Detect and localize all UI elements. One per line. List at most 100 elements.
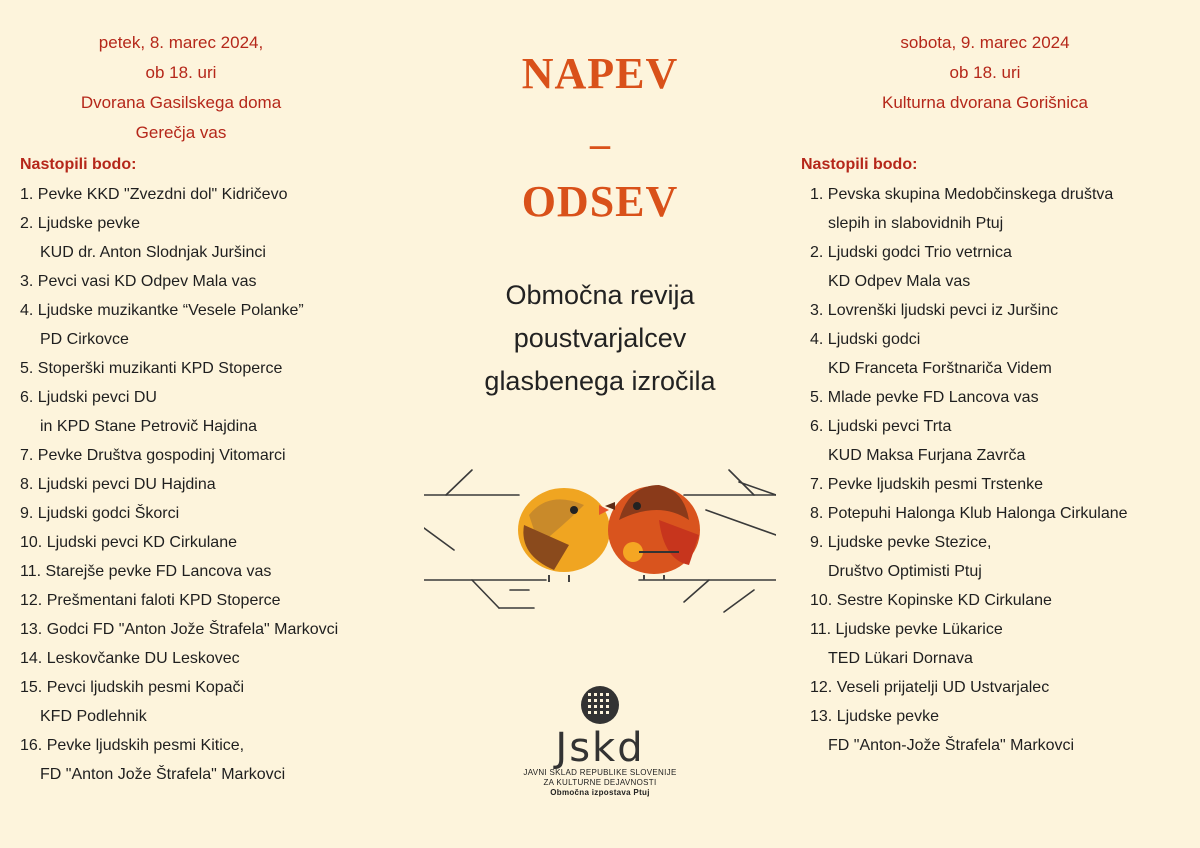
list-item-line: 14. Leskovčanke DU Leskovec <box>20 650 240 667</box>
list-item-line: 6. Ljudski pevci Trta <box>810 418 952 435</box>
logo-word: Jskd <box>555 725 645 771</box>
logo-line: Območna izpostava Ptuj <box>550 788 650 797</box>
right-time: ob 18. uri <box>949 63 1021 82</box>
list-item: 5. Mlade pevke FD Lancova vas <box>790 383 1200 412</box>
list-item-line: TED Lükari Dornava <box>828 650 973 667</box>
right-column: sobota, 9. marec 2024 ob 18. uri Kulturn… <box>790 0 1200 760</box>
right-lead: Nastopili bodo: <box>801 156 918 173</box>
left-venue-place: Gerečja vas <box>135 123 227 142</box>
list-item-line: 9. Ljudske pevke Stezice, <box>810 534 992 551</box>
list-item-line: 1. Pevska skupina Medobčinskega društva <box>810 186 1114 203</box>
list-item: 13. Ljudske pevke FD "Anton-Jože Štrafel… <box>790 702 1200 760</box>
list-item-line: 12. Veseli prijatelji UD Ustvarjalec <box>810 679 1050 696</box>
right-venue: Kulturna dvorana Gorišnica <box>881 93 1088 112</box>
jskd-logo: Jskd JAVNI SKLAD REPUBLIKE SLOVENIJE ZA … <box>500 684 700 798</box>
list-item-line: 4. Ljudske muzikantke “Vesele Polanke” <box>20 302 304 319</box>
list-item: 3. Lovrenški ljudski pevci iz Juršinc <box>790 296 1200 325</box>
list-item-line: PD Cirkovce <box>40 331 129 348</box>
list-item: 7. Pevke ljudskih pesmi Trstenke <box>790 470 1200 499</box>
title-napev: NAPEV <box>521 49 679 98</box>
list-item: 15. Pevci ljudskih pesmi Kopači KFD Podle… <box>0 673 400 731</box>
subtitle-line: Območna revija <box>505 280 695 310</box>
list-item-line: Društvo Optimisti Ptuj <box>828 563 982 580</box>
list-item-line: 4. Ljudski godci <box>810 331 921 348</box>
list-item-line: KUD dr. Anton Slodnjak Juršinci <box>40 244 266 261</box>
list-item-line: 8. Potepuhi Halonga Klub Halonga Cirkula… <box>810 505 1128 522</box>
list-item: 16. Pevke ljudskih pesmi Kitice, FD "Anto… <box>0 731 400 789</box>
list-item-line: KFD Podlehnik <box>40 708 147 725</box>
list-item-line: in KPD Stane Petrovič Hajdina <box>40 418 257 435</box>
list-item: 13. Godci FD "Anton Jože Štrafela" Marko… <box>0 615 400 644</box>
left-column: petek, 8. marec 2024, ob 18. uri Dvorana… <box>0 0 400 789</box>
list-item: 2. Ljudske pevke KUD dr. Anton Slodnjak J… <box>0 209 400 267</box>
jskd-dot-icon <box>581 686 619 724</box>
list-item-line: 11. Ljudske pevke Lükarice <box>810 621 1003 638</box>
list-item-line: 15. Pevci ljudskih pesmi Kopači <box>20 679 245 696</box>
left-date: petek, 8. marec 2024, <box>98 33 264 52</box>
list-item: 12. Prešmentani faloti KPD Stoperce <box>0 586 400 615</box>
list-item-line: 3. Lovrenški ljudski pevci iz Juršinc <box>810 302 1059 319</box>
list-item-line: 10. Sestre Kopinske KD Cirkulane <box>810 592 1052 609</box>
list-item-line: 1. Pevke KKD "Zvezdni dol" Kidričevo <box>20 186 288 203</box>
list-item: 11. Ljudske pevke Lükarice TED Lükari Do… <box>790 615 1200 673</box>
list-item-line: KD Odpev Mala vas <box>828 273 971 290</box>
list-item-line: 7. Pevke Društva gospodinj Vitomarci <box>20 447 286 464</box>
list-item-line: 5. Stoperški muzikanti KPD Stoperce <box>20 360 283 377</box>
list-item-line: 7. Pevke ljudskih pesmi Trstenke <box>810 476 1043 493</box>
list-item-line: 5. Mlade pevke FD Lancova vas <box>810 389 1039 406</box>
list-item-line: slepih in slabovidnih Ptuj <box>828 215 1004 232</box>
list-item-line: 8. Ljudski pevci DU Hajdina <box>20 476 216 493</box>
logo-line: ZA KULTURNE DEJAVNOSTI <box>543 778 657 787</box>
list-item: 8. Potepuhi Halonga Klub Halonga Cirkula… <box>790 499 1200 528</box>
list-item: 1. Pevke KKD "Zvezdni dol" Kidričevo <box>0 180 400 209</box>
left-lead: Nastopili bodo: <box>20 156 137 173</box>
list-item-line: 13. Ljudske pevke <box>810 708 939 725</box>
list-item-line: 10. Ljudski pevci KD Cirkulane <box>20 534 237 551</box>
list-item-line: KD Franceta Forštnariča Videm <box>828 360 1052 377</box>
list-item: 9. Ljudske pevke Stezice, Društvo Optimis… <box>790 528 1200 586</box>
subtitle-line: poustvarjalcev <box>513 323 687 353</box>
subtitle: Območna revija poustvarjalcev glasbenega… <box>400 274 800 403</box>
list-item: 10. Ljudski pevci KD Cirkulane <box>0 528 400 557</box>
list-item: 2. Ljudski godci Trio vetrnica KD Odpev … <box>790 238 1200 296</box>
list-item-line: 12. Prešmentani faloti KPD Stoperce <box>20 592 281 609</box>
list-item: 1. Pevska skupina Medobčinskega društva s… <box>790 180 1200 238</box>
right-performer-list: 1. Pevska skupina Medobčinskega društva s… <box>790 180 1200 760</box>
list-item-line: 6. Ljudski pevci DU <box>20 389 157 406</box>
title-odsev: ODSEV <box>521 177 679 226</box>
list-item-line: FD "Anton-Jože Štrafela" Markovci <box>828 737 1075 754</box>
left-venue: Dvorana Gasilskega doma <box>80 93 282 112</box>
list-item: 7. Pevke Društva gospodinj Vitomarci <box>0 441 400 470</box>
list-item: 8. Ljudski pevci DU Hajdina <box>0 470 400 499</box>
list-item-line: 13. Godci FD "Anton Jože Štrafela" Marko… <box>20 621 339 638</box>
two-birds-illustration <box>424 469 776 613</box>
right-bird <box>605 485 700 580</box>
left-header: petek, 8. marec 2024, ob 18. uri Dvorana… <box>0 0 362 148</box>
list-item: 5. Stoperški muzikanti KPD Stoperce <box>0 354 400 383</box>
list-item-line: 3. Pevci vasi KD Odpev Mala vas <box>20 273 257 290</box>
list-item-line: KUD Maksa Furjana Zavrča <box>828 447 1026 464</box>
list-item-line: 2. Ljudski godci Trio vetrnica <box>810 244 1012 261</box>
title-dash: – <box>590 121 610 166</box>
list-item: 11. Starejše pevke FD Lancova vas <box>0 557 400 586</box>
logo-line: JAVNI SKLAD REPUBLIKE SLOVENIJE <box>523 768 677 777</box>
list-item: 10. Sestre Kopinske KD Cirkulane <box>790 586 1200 615</box>
list-item: 4. Ljudske muzikantke “Vesele Polanke” PD… <box>0 296 400 354</box>
left-time: ob 18. uri <box>145 63 217 82</box>
list-item: 12. Veseli prijatelji UD Ustvarjalec <box>790 673 1200 702</box>
list-item: 3. Pevci vasi KD Odpev Mala vas <box>0 267 400 296</box>
left-performer-list: 1. Pevke KKD "Zvezdni dol" Kidričevo 2. L… <box>0 180 400 789</box>
right-header: sobota, 9. marec 2024 ob 18. uri Kulturn… <box>790 0 1180 118</box>
subtitle-line: glasbenega izročila <box>484 366 716 396</box>
list-item-line: 2. Ljudske pevke <box>20 215 141 232</box>
list-item: 4. Ljudski godci KD Franceta Forštnariča … <box>790 325 1200 383</box>
list-item: 9. Ljudski godci Škorci <box>0 499 400 528</box>
list-item: 6. Ljudski pevci Trta KUD Maksa Furjana Z… <box>790 412 1200 470</box>
list-item-line: FD "Anton Jože Štrafela" Markovci <box>40 766 286 783</box>
list-item: 6. Ljudski pevci DU in KPD Stane Petrovič… <box>0 383 400 441</box>
list-item-line: 11. Starejše pevke FD Lancova vas <box>20 563 272 580</box>
right-date: sobota, 9. marec 2024 <box>900 33 1070 52</box>
list-item-line: 9. Ljudski godci Škorci <box>20 505 180 522</box>
list-item: 14. Leskovčanke DU Leskovec <box>0 644 400 673</box>
left-bird <box>518 488 610 582</box>
